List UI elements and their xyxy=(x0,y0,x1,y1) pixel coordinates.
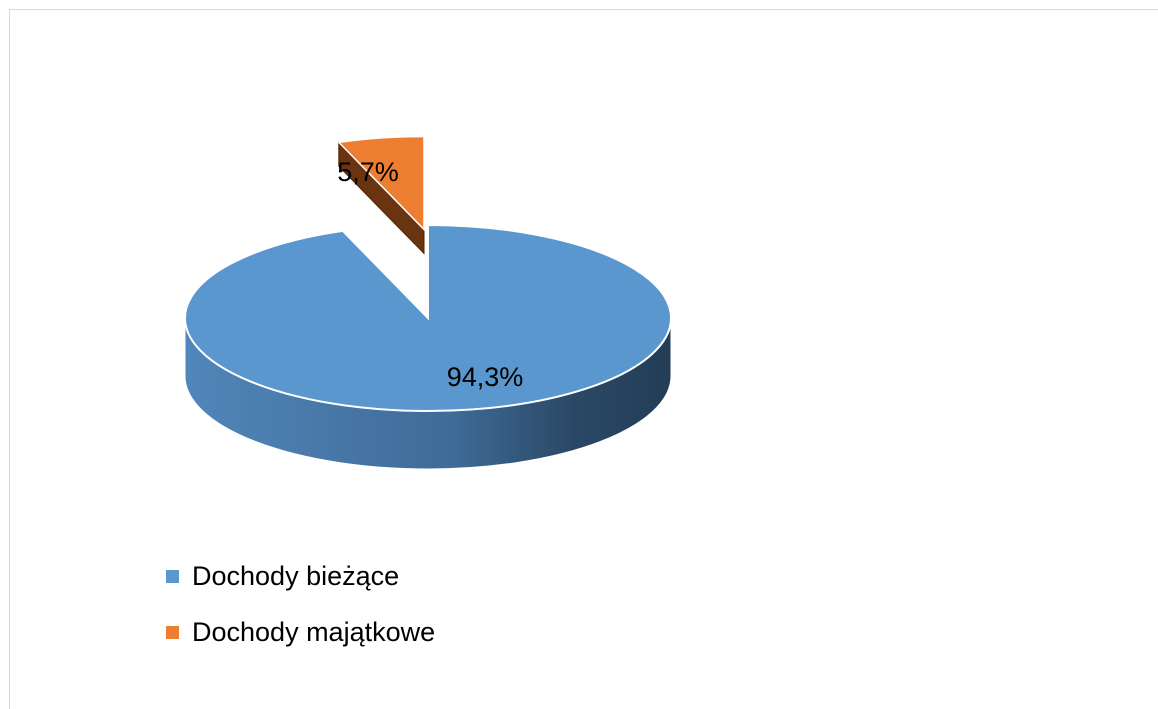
data-label-dochody-biezace: 94,3% xyxy=(447,362,524,392)
legend-swatch-blue xyxy=(166,570,179,583)
legend-label: Dochody bieżące xyxy=(192,563,399,590)
legend-label: Dochody majątkowe xyxy=(192,619,435,646)
slice-dochody-biezace xyxy=(185,225,671,411)
legend-item-dochody-majatkowe: Dochody majątkowe xyxy=(166,604,435,660)
legend-item-dochody-biezace: Dochody bieżące xyxy=(166,548,435,604)
data-label-dochody-majatkowe: 5,7% xyxy=(337,157,399,187)
legend-swatch-orange xyxy=(166,626,179,639)
legend: Dochody bieżące Dochody majątkowe xyxy=(166,548,435,660)
